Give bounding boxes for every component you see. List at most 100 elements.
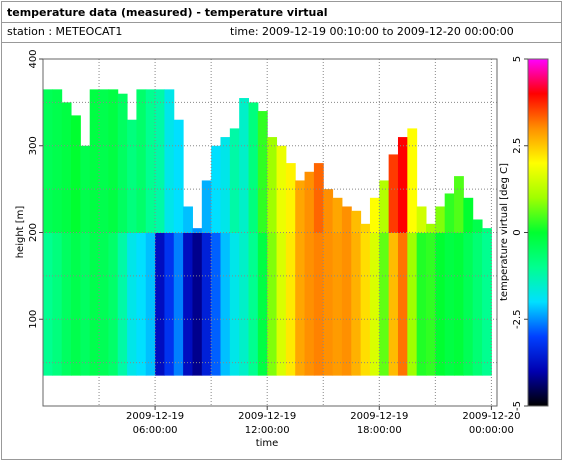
heat-cell bbox=[472, 219, 483, 233]
time-range: time: 2009-12-19 00:10:00 to 2009-12-20 … bbox=[230, 25, 514, 38]
heat-cell bbox=[444, 193, 455, 233]
heat-cell bbox=[426, 223, 436, 233]
heat-cell bbox=[482, 232, 492, 376]
heat-cell bbox=[239, 98, 250, 233]
heat-cell bbox=[173, 119, 184, 233]
heat-cell bbox=[379, 180, 390, 233]
heat-cell bbox=[351, 210, 362, 233]
heat-cell bbox=[201, 180, 212, 233]
heat-cell bbox=[71, 115, 81, 233]
heat-cell bbox=[257, 232, 268, 376]
colorbar-tick-label: 2.5 bbox=[512, 138, 523, 154]
heat-cell bbox=[285, 163, 296, 233]
heat-cell bbox=[369, 197, 380, 233]
heat-cell bbox=[341, 206, 352, 233]
heat-cell bbox=[80, 232, 91, 376]
heat-cell bbox=[360, 223, 371, 233]
heat-cell bbox=[304, 232, 315, 376]
heat-cell bbox=[127, 232, 137, 376]
x-tick-label: 2009-12-19 12:00:00 bbox=[238, 411, 297, 436]
heat-cell bbox=[388, 232, 399, 376]
heat-cell bbox=[482, 228, 492, 233]
heat-cell bbox=[295, 180, 306, 233]
y-axis-label: height [m] bbox=[15, 206, 26, 259]
heat-cell bbox=[407, 128, 418, 233]
heat-cell bbox=[313, 163, 324, 233]
heat-cell bbox=[220, 137, 231, 233]
heat-cell bbox=[416, 232, 427, 376]
heat-cell bbox=[323, 232, 334, 376]
heat-cell bbox=[71, 232, 81, 376]
heat-cell bbox=[435, 206, 446, 233]
colorbar-label: temperature virtual [deg C] bbox=[499, 163, 510, 301]
heat-cell bbox=[248, 102, 259, 233]
heat-cell bbox=[136, 232, 147, 376]
heat-cell bbox=[89, 232, 100, 376]
heat-cell bbox=[164, 232, 175, 376]
heat-cell bbox=[173, 232, 184, 376]
heat-cell bbox=[52, 89, 63, 233]
heat-cell bbox=[304, 171, 315, 233]
y-tick-label: 300 bbox=[28, 136, 39, 155]
colorbar-tick-label: -5 bbox=[512, 401, 523, 411]
y-tick-label: 100 bbox=[28, 310, 39, 329]
heat-cell bbox=[201, 232, 212, 376]
station: station : METEOCAT1 bbox=[7, 25, 122, 38]
colorbar bbox=[527, 58, 549, 407]
heat-cell bbox=[192, 228, 203, 233]
x-tick-label: 2009-12-19 18:00:00 bbox=[350, 411, 409, 436]
heat-cell bbox=[43, 89, 53, 233]
heat-cell bbox=[108, 232, 119, 376]
heat-cell bbox=[108, 89, 119, 233]
heat-cell bbox=[285, 232, 296, 376]
heat-cell bbox=[183, 206, 193, 233]
heat-cell bbox=[117, 232, 128, 376]
heat-cell bbox=[192, 232, 203, 376]
heat-cell bbox=[369, 232, 380, 376]
heat-cell bbox=[435, 232, 446, 376]
colorbar-tick-label: 0 bbox=[512, 229, 523, 235]
heat-cell bbox=[211, 232, 221, 376]
heat-cell bbox=[220, 232, 231, 376]
heat-cell bbox=[323, 189, 334, 233]
heat-cell bbox=[313, 232, 324, 376]
x-tick-label: 2009-12-19 06:00:00 bbox=[126, 411, 185, 436]
heat-cell bbox=[397, 232, 408, 376]
heat-cell bbox=[472, 232, 483, 376]
heat-cell bbox=[388, 154, 399, 233]
heat-cell bbox=[145, 89, 156, 233]
page-title: temperature data (measured) - temperatur… bbox=[7, 6, 328, 19]
heat-cell bbox=[99, 232, 109, 376]
heat-cell bbox=[61, 232, 72, 376]
heat-cell bbox=[211, 145, 221, 233]
heat-cell bbox=[127, 119, 137, 233]
heat-cell bbox=[454, 232, 464, 376]
heat-cell bbox=[341, 232, 352, 376]
heat-cell bbox=[99, 89, 109, 233]
heat-cell bbox=[229, 232, 240, 376]
heat-cell bbox=[52, 232, 63, 376]
heat-cell bbox=[89, 89, 100, 233]
heat-cell bbox=[145, 232, 156, 376]
heat-cell bbox=[276, 232, 287, 376]
heat-cell bbox=[360, 232, 371, 376]
heat-cell bbox=[463, 232, 474, 376]
heat-cell bbox=[332, 197, 343, 233]
heat-cell bbox=[155, 232, 165, 376]
heat-cell bbox=[155, 89, 165, 233]
heat-cell bbox=[454, 176, 464, 233]
heat-cell bbox=[444, 232, 455, 376]
heat-cell bbox=[267, 232, 278, 376]
y-tick-label: 200 bbox=[28, 223, 39, 242]
x-tick-label: 2009-12-20 00:00:00 bbox=[462, 411, 521, 436]
heat-cell bbox=[295, 232, 306, 376]
x-axis-label: time bbox=[256, 438, 279, 449]
heat-cell bbox=[407, 232, 418, 376]
heat-cell bbox=[248, 232, 259, 376]
heat-cell bbox=[239, 232, 250, 376]
y-tick-label: 400 bbox=[28, 49, 39, 68]
heat-cell bbox=[463, 197, 474, 233]
heat-cell bbox=[117, 93, 128, 233]
